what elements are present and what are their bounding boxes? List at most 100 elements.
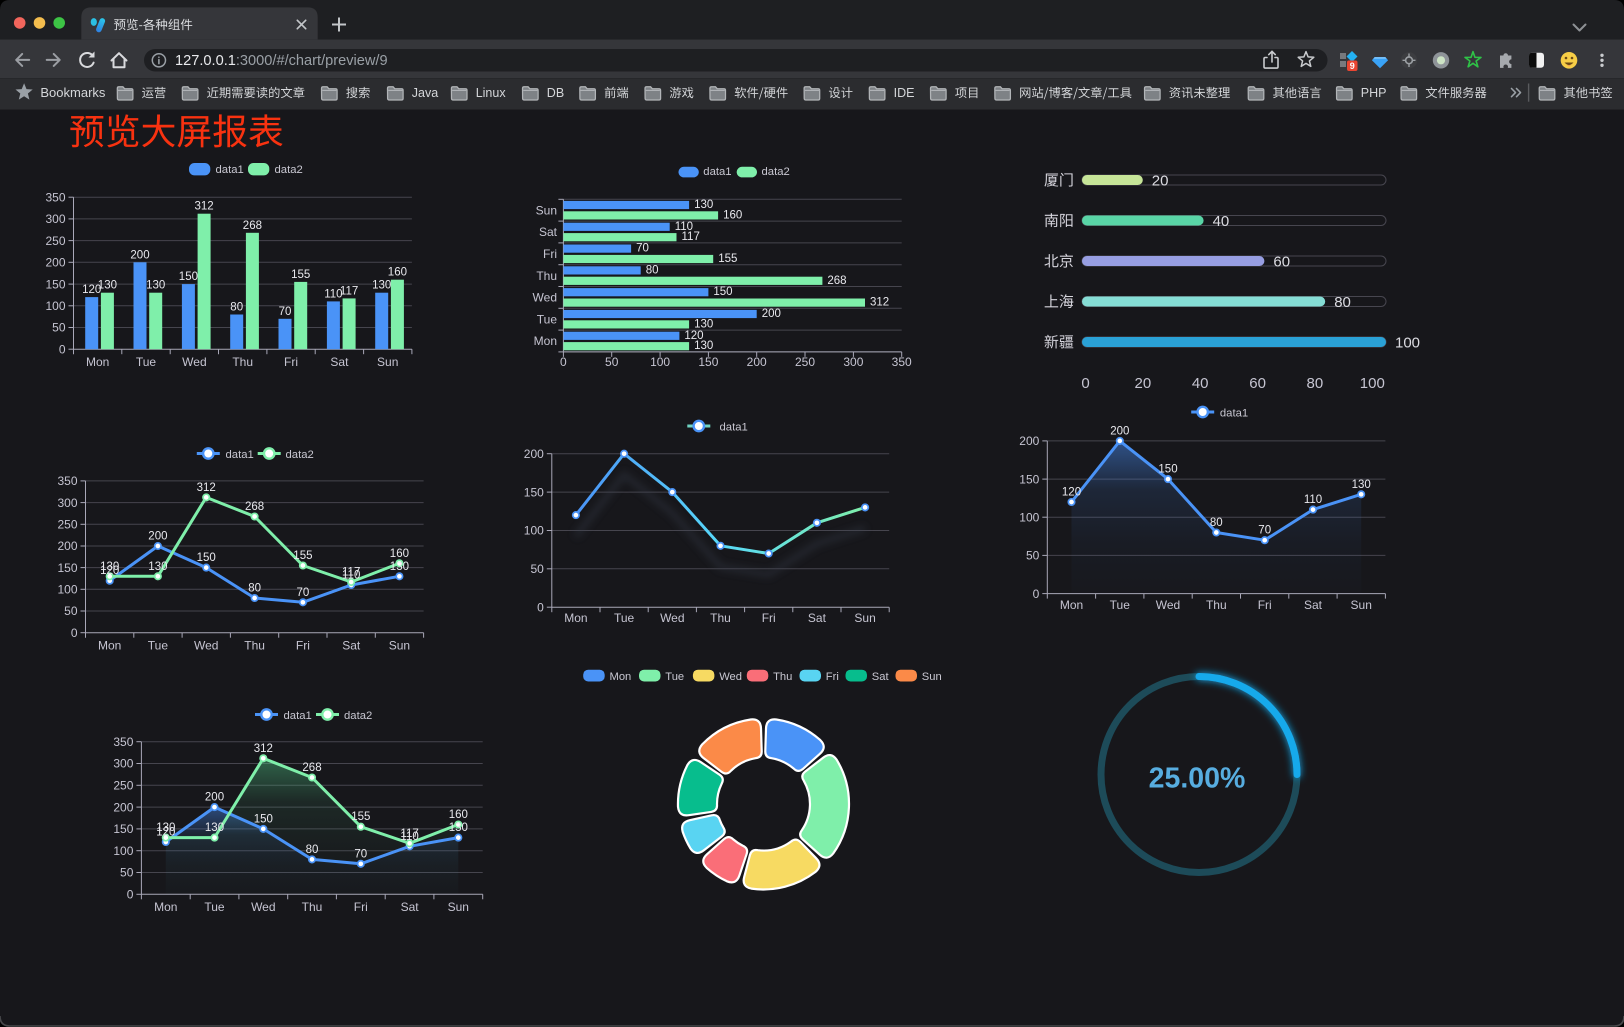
svg-text:60: 60 <box>1273 253 1290 270</box>
svg-text:50: 50 <box>1026 549 1040 563</box>
svg-text:data2: data2 <box>762 166 790 178</box>
svg-text:200: 200 <box>747 355 767 369</box>
svg-text:160: 160 <box>449 809 468 821</box>
svg-text:200: 200 <box>1110 425 1129 437</box>
svg-text:130: 130 <box>205 822 224 834</box>
svg-text:155: 155 <box>718 253 737 265</box>
svg-text:data1: data1 <box>720 421 748 433</box>
svg-text:Sat: Sat <box>539 225 558 239</box>
svg-text:40: 40 <box>1213 213 1230 230</box>
svg-text:117: 117 <box>340 285 358 297</box>
svg-text:Wed: Wed <box>533 291 557 305</box>
svg-text:120: 120 <box>100 565 119 577</box>
svg-text:155: 155 <box>351 811 370 823</box>
svg-text:data1: data1 <box>216 164 244 176</box>
svg-text:70: 70 <box>354 848 367 860</box>
svg-text:Tue: Tue <box>136 355 157 369</box>
svg-text:110: 110 <box>675 221 693 233</box>
svg-text:Sun: Sun <box>448 900 469 914</box>
svg-text:80: 80 <box>1210 517 1223 529</box>
svg-text:150: 150 <box>45 277 65 291</box>
svg-text:200: 200 <box>762 308 781 320</box>
svg-text:data2: data2 <box>275 164 303 176</box>
svg-text:100: 100 <box>45 299 65 313</box>
svg-text:80: 80 <box>1334 294 1351 311</box>
svg-text:200: 200 <box>57 539 77 553</box>
svg-text:110: 110 <box>324 288 342 300</box>
svg-text:Mon: Mon <box>564 611 587 625</box>
svg-text:Sat: Sat <box>872 671 890 683</box>
svg-text:80: 80 <box>306 844 319 856</box>
svg-text:Fri: Fri <box>296 638 310 652</box>
svg-text:Mon: Mon <box>534 334 557 348</box>
svg-text:Sun: Sun <box>536 203 557 217</box>
svg-text:Thu: Thu <box>536 269 557 283</box>
svg-text:25.00%: 25.00% <box>1149 763 1246 795</box>
svg-text:300: 300 <box>45 212 65 226</box>
svg-text:130: 130 <box>694 318 713 330</box>
svg-text:Wed: Wed <box>251 900 275 914</box>
svg-text:Tue: Tue <box>665 671 684 683</box>
svg-text:160: 160 <box>388 267 407 279</box>
svg-text:300: 300 <box>57 496 77 510</box>
svg-text:data1: data1 <box>226 449 254 461</box>
svg-text:Mon: Mon <box>1060 598 1083 612</box>
svg-text:130: 130 <box>100 561 119 573</box>
svg-text:110: 110 <box>400 831 418 843</box>
svg-text:130: 130 <box>146 280 165 292</box>
svg-text:250: 250 <box>45 234 65 248</box>
svg-text:80: 80 <box>1307 375 1324 392</box>
svg-text:130: 130 <box>148 561 167 573</box>
svg-text:150: 150 <box>57 561 77 575</box>
svg-text:Wed: Wed <box>194 638 218 652</box>
svg-text:150: 150 <box>713 286 732 298</box>
svg-text:117: 117 <box>342 567 360 579</box>
svg-text:Sun: Sun <box>922 671 942 683</box>
svg-text:160: 160 <box>390 548 409 560</box>
svg-text:200: 200 <box>45 256 65 270</box>
svg-text:350: 350 <box>45 190 65 204</box>
svg-text:80: 80 <box>248 583 261 595</box>
svg-text:data2: data2 <box>344 710 372 722</box>
svg-text:20: 20 <box>1135 375 1152 392</box>
svg-text:250: 250 <box>113 779 133 793</box>
svg-text:20: 20 <box>1152 172 1169 189</box>
svg-text:70: 70 <box>1258 525 1271 537</box>
svg-text:Fri: Fri <box>762 611 776 625</box>
svg-text:200: 200 <box>524 447 544 461</box>
svg-text:130: 130 <box>694 340 713 352</box>
svg-text:0: 0 <box>1033 587 1040 601</box>
svg-text:100: 100 <box>1395 334 1420 351</box>
svg-text:PHP: PHP <box>1361 86 1387 100</box>
svg-text:Sat: Sat <box>401 900 420 914</box>
svg-text:312: 312 <box>197 482 216 494</box>
svg-text:268: 268 <box>827 275 846 287</box>
svg-text:9: 9 <box>1350 61 1355 71</box>
svg-text:50: 50 <box>120 866 134 880</box>
svg-text:350: 350 <box>892 355 912 369</box>
svg-text:150: 150 <box>1158 464 1177 476</box>
svg-text:120: 120 <box>684 330 703 342</box>
svg-text:120: 120 <box>82 284 101 296</box>
svg-text:IDE: IDE <box>894 86 915 100</box>
svg-text:130: 130 <box>449 822 468 834</box>
svg-text:Fri: Fri <box>826 671 839 683</box>
svg-text:Fri: Fri <box>284 355 298 369</box>
svg-text:Wed: Wed <box>719 671 742 683</box>
svg-text:Wed: Wed <box>1156 598 1180 612</box>
svg-text:150: 150 <box>1019 472 1039 486</box>
svg-text:Thu: Thu <box>710 611 731 625</box>
svg-text:data1: data1 <box>284 710 312 722</box>
svg-text:130: 130 <box>390 561 409 573</box>
svg-text:0: 0 <box>71 626 78 640</box>
svg-text:300: 300 <box>113 757 133 771</box>
svg-text:100: 100 <box>524 524 544 538</box>
svg-text:Sun: Sun <box>1351 598 1372 612</box>
svg-text:155: 155 <box>293 550 312 562</box>
svg-text:150: 150 <box>698 355 718 369</box>
svg-text:155: 155 <box>291 269 310 281</box>
svg-text:Tue: Tue <box>1110 598 1131 612</box>
svg-text:350: 350 <box>113 735 133 749</box>
svg-text:Thu: Thu <box>773 671 792 683</box>
svg-text:Mon: Mon <box>610 671 632 683</box>
